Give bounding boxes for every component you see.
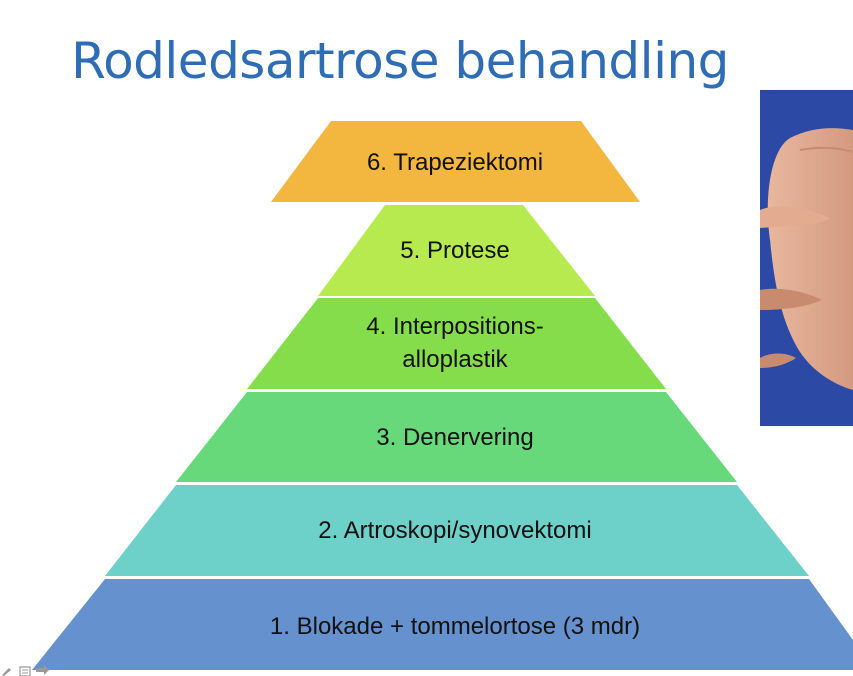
level-3-block: [176, 392, 737, 482]
level-2-block: [105, 485, 809, 576]
slide-toolbar-icons: [2, 665, 49, 676]
hand-photo: [760, 90, 853, 426]
level-4-label-line-1: 4. Interpositions-: [366, 313, 543, 340]
pen-icon[interactable]: [2, 668, 11, 676]
level-6-block: [271, 121, 640, 202]
level-4-block: [247, 298, 666, 389]
level-5-block: [318, 205, 595, 296]
level-1-block: [32, 579, 853, 670]
level-1-label: 1. Blokade + tommelortose (3 mdr): [270, 613, 640, 640]
level-2-label: 2. Artroskopi/synovektomi: [318, 517, 591, 544]
notes-icon[interactable]: [19, 666, 31, 676]
forward-icon[interactable]: [36, 665, 49, 675]
slide-title: Rodledsartrose behandling: [71, 32, 729, 90]
level-4-label-line-2: alloplastik: [402, 346, 508, 373]
level-5-label: 5. Protese: [400, 237, 509, 264]
level-3-label: 3. Denervering: [376, 424, 533, 451]
level-6-label: 6. Trapeziektomi: [367, 149, 543, 176]
